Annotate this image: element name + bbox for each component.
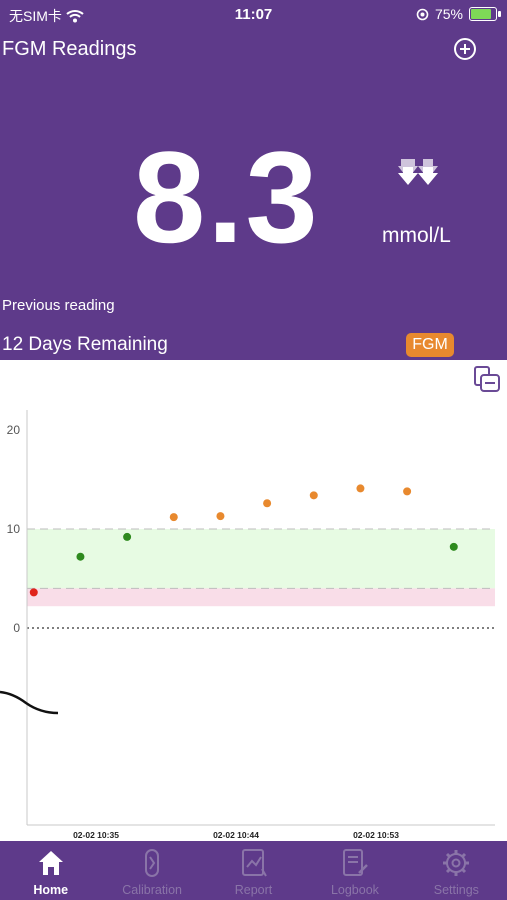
x-tick-label: 02-02 10:53 [353, 830, 399, 840]
y-tick-label: 10 [7, 522, 21, 536]
tab-label: Calibration [122, 883, 182, 897]
reading-point[interactable] [449, 542, 458, 551]
falling-trend-arrows-icon [398, 159, 438, 185]
battery-icon [469, 7, 501, 21]
reading-point[interactable] [403, 487, 412, 496]
trace-line [0, 690, 59, 715]
reading-point[interactable] [356, 484, 365, 493]
tab-calibration[interactable]: Calibration [101, 841, 202, 900]
low-range-band [27, 588, 495, 607]
page-title: FGM Readings [2, 38, 137, 60]
reading-point[interactable] [123, 532, 132, 541]
report-icon [241, 849, 267, 877]
tab-report[interactable]: Report [203, 841, 304, 900]
tab-bar: Home Calibration Report Logbook [0, 841, 507, 900]
home-icon [38, 851, 63, 875]
previous-reading-label: Previous reading [2, 297, 115, 314]
reading-point[interactable] [263, 499, 272, 508]
reading-point[interactable] [216, 512, 225, 521]
y-tick-label: 0 [13, 621, 20, 635]
tab-label: Settings [433, 883, 479, 897]
tab-settings[interactable]: Settings [406, 841, 507, 900]
reading-point[interactable] [29, 588, 38, 597]
tab-logbook[interactable]: Logbook [304, 841, 405, 900]
x-tick-label: 02-02 10:35 [73, 830, 119, 840]
x-tick-label: 02-02 10:44 [213, 830, 259, 840]
reading-point[interactable] [76, 552, 85, 561]
current-reading-value: 8.3 [133, 124, 320, 270]
tab-label: Report [234, 883, 273, 897]
sensor-type-badge: FGM [406, 333, 454, 357]
status-bar: 无SIM卡 11:07 75% [0, 0, 507, 28]
reading-header: 无SIM卡 11:07 75% FGM Readings 8.3 mmol/L … [0, 0, 507, 360]
tab-home[interactable]: Home [0, 841, 101, 900]
sensor-days-remaining: 12 Days Remaining [2, 334, 168, 355]
sensor-icon [145, 849, 160, 877]
logbook-icon [342, 849, 368, 876]
tab-label: Logbook [330, 883, 379, 897]
glucose-chart: 20 10 0 02-02 10:35 02-02 10:44 02-02 10:53 [0, 410, 495, 840]
location-lock-icon [416, 8, 429, 20]
status-time: 11:07 [234, 6, 273, 23]
reading-point[interactable] [169, 513, 178, 522]
export-icon[interactable] [472, 365, 502, 393]
target-range-band [27, 529, 495, 589]
gear-icon [443, 850, 470, 876]
add-reading-button[interactable] [454, 38, 476, 60]
wifi-icon [66, 10, 84, 23]
reading-point[interactable] [309, 491, 318, 500]
reading-unit: mmol/L [382, 224, 451, 247]
battery-percent: 75% [434, 6, 463, 22]
carrier-label: 无SIM卡 [9, 8, 62, 24]
tab-label: Home [33, 883, 69, 897]
y-tick-label: 20 [7, 423, 21, 437]
